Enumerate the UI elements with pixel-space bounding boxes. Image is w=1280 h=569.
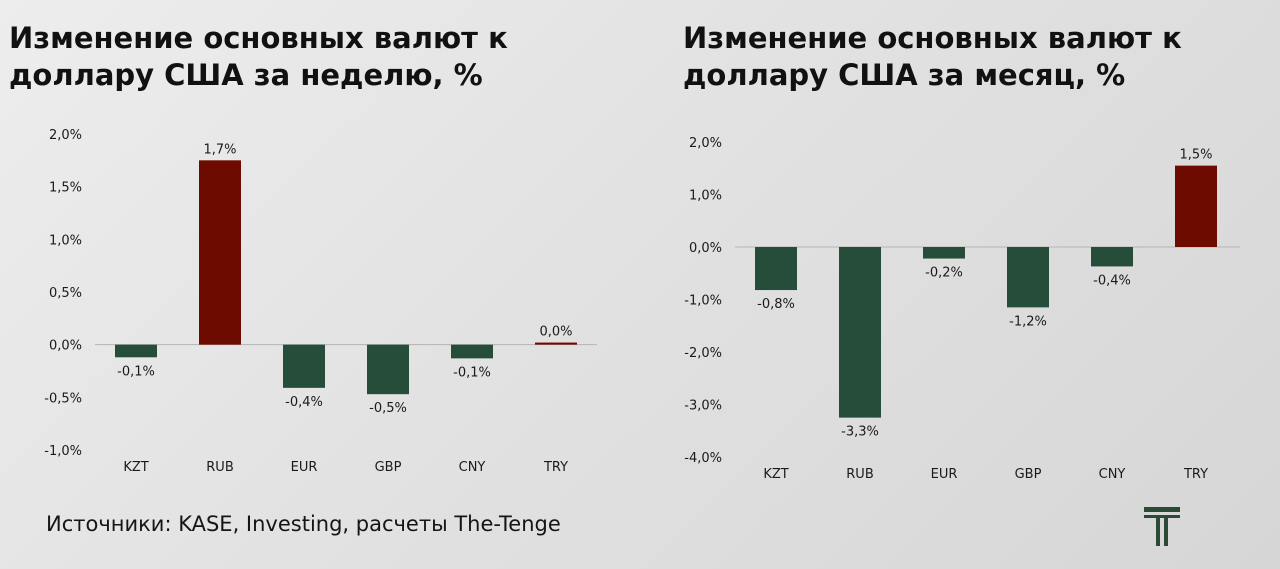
weekly-category-label: CNY [459,460,486,475]
monthly-category-label: KZT [763,467,788,482]
weekly-data-label: 1,7% [203,142,236,157]
monthly-bar-try [1175,165,1217,247]
weekly-y-tick-label: 1,5% [49,181,82,196]
monthly-y-tick-label: -2,0% [684,346,722,361]
weekly-y-tick-label: 0,0% [49,339,82,354]
weekly-category-label: RUB [206,460,233,475]
monthly-data-label: -0,4% [1093,273,1131,288]
monthly-chart-title: Изменение основных валют к доллару США з… [683,21,1182,92]
monthly-bar-chart: 2,0% 1,0% 0,0% -1,0% -2,0% -3,0% -4,0% -0,8% KZT… [684,136,1240,482]
weekly-bar-gbp [367,344,409,395]
weekly-data-label: -0,1% [117,364,155,379]
weekly-bar-cny [451,344,493,359]
weekly-bar-rub [199,160,241,345]
weekly-y-tick-label: 2,0% [49,128,82,143]
monthly-data-label: -0,2% [925,266,963,281]
weekly-data-label: -0,5% [369,401,407,416]
weekly-chart-title: Изменение основных валют к доллару США з… [9,21,508,92]
weekly-y-tick-label: 1,0% [49,233,82,248]
weekly-bar-kzt [115,344,157,358]
monthly-y-tick-label: 1,0% [689,189,722,204]
weekly-bar-chart: 2,0% 1,5% 1,0% 0,5% 0,0% -0,5% -1,0% -0,1% KZT 1,… [44,128,597,475]
monthly-data-label: -0,8% [757,297,795,312]
source-note: Источники: KASE, Investing, расчеты The-… [46,512,561,536]
weekly-bar-try [535,342,577,345]
monthly-data-label: -1,2% [1009,314,1047,329]
weekly-category-label: KZT [123,460,148,475]
weekly-data-label: -0,4% [285,395,323,410]
monthly-category-label: RUB [846,467,873,482]
the-tenge-logo-icon [1144,507,1180,546]
monthly-category-label: GBP [1015,467,1042,482]
weekly-category-label: EUR [291,460,318,475]
monthly-y-tick-label: -4,0% [684,451,722,466]
monthly-bar-cny [1091,247,1133,267]
monthly-data-label: -3,3% [841,425,879,440]
weekly-bar-eur [283,344,325,388]
weekly-y-tick-label: -0,5% [44,391,82,406]
monthly-bar-gbp [1007,247,1049,308]
monthly-y-tick-label: -3,0% [684,399,722,414]
monthly-y-tick-label: 0,0% [689,241,722,256]
monthly-bar-rub [839,247,881,418]
monthly-data-label: 1,5% [1179,148,1212,163]
monthly-bar-eur [923,247,965,259]
monthly-bar-kzt [755,247,797,291]
weekly-y-tick-label: -1,0% [44,444,82,459]
monthly-category-label: EUR [931,467,958,482]
monthly-category-label: TRY [1183,467,1208,482]
monthly-y-tick-label: -1,0% [684,294,722,309]
weekly-data-label: -0,1% [453,365,491,380]
weekly-category-label: GBP [375,460,402,475]
weekly-data-label: 0,0% [539,325,572,340]
weekly-category-label: TRY [543,460,568,475]
monthly-category-label: CNY [1099,467,1126,482]
monthly-y-tick-label: 2,0% [689,136,722,151]
weekly-y-tick-label: 0,5% [49,286,82,301]
